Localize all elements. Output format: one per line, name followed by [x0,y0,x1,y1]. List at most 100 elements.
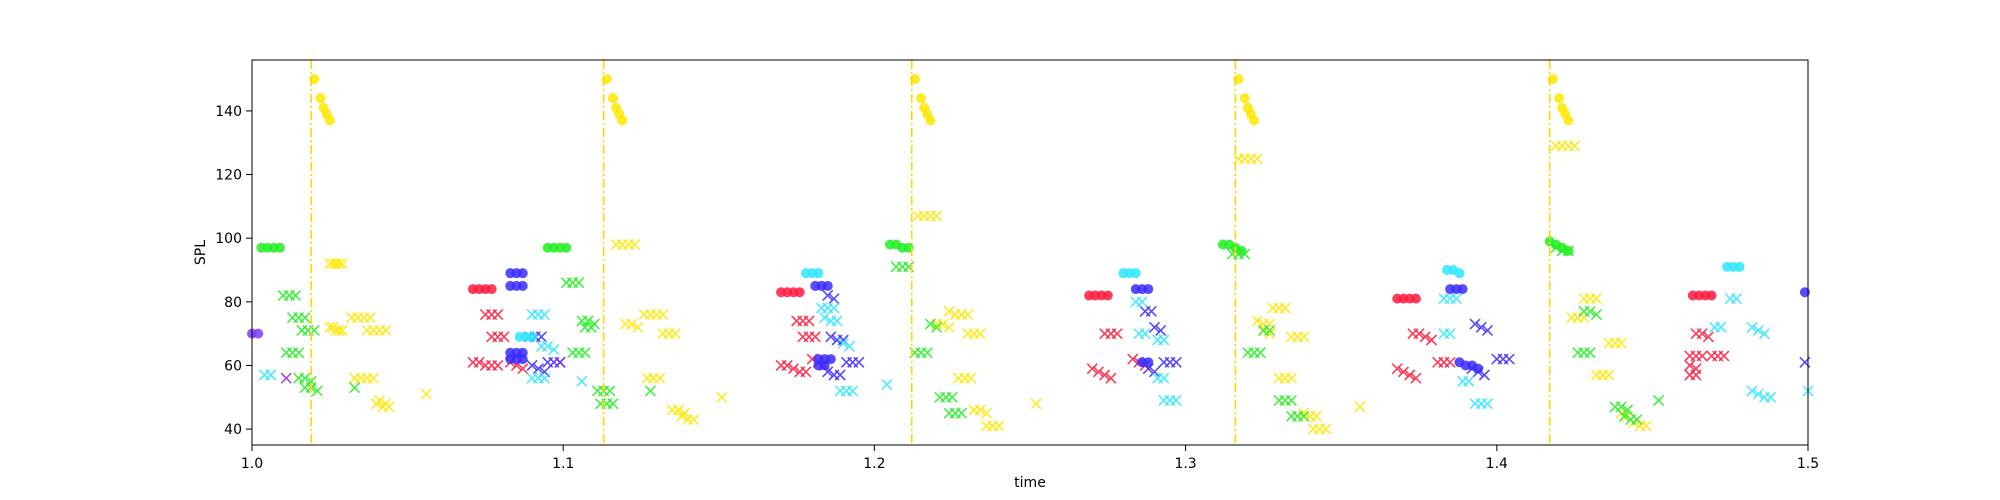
plot-frame [251,59,1809,446]
data-point [819,360,830,371]
data-point [1354,401,1366,413]
data-point [931,321,943,333]
data-point [781,359,793,372]
data-point [364,312,376,324]
data-point [937,318,949,330]
data-point [847,385,859,397]
data-point [1475,321,1487,333]
data-point [1298,407,1310,419]
data-point [604,385,616,397]
data-point [853,356,865,368]
x-tick-label: 1.2 [863,456,885,472]
data-point [1404,369,1416,381]
data-marks [247,74,1814,435]
data-point [538,308,551,321]
data-point [1734,261,1745,272]
data-point [1696,350,1708,362]
data-point [993,420,1005,432]
data-point [420,388,432,400]
data-point [825,354,836,365]
data-point [1264,328,1276,340]
data-point [1158,334,1170,346]
data-point [275,242,286,253]
data-point [517,354,528,365]
data-point [492,359,504,372]
data-point [819,312,831,324]
data-point [532,363,544,375]
data-point [324,321,336,333]
data-point [573,277,585,289]
data-point [333,324,345,337]
data-point [1148,366,1161,378]
data-point [1481,324,1494,337]
data-point [579,347,591,359]
data-point [367,372,379,384]
x-axis: 1.0 1.1 1.2 1.3 1.4 1.5 [241,445,1819,472]
data-point [1444,328,1456,340]
x-axis-label: time [1014,475,1046,491]
data-point [916,93,927,104]
data-point [654,372,666,384]
data-point [675,410,688,422]
data-point [1298,331,1310,343]
data-point [1615,337,1627,349]
data-point [517,363,529,375]
data-point [1730,293,1742,305]
data-point [607,398,619,410]
data-point [1425,334,1438,346]
data-point [1254,347,1266,359]
data-point [1391,363,1403,375]
data-point [629,238,641,251]
data-point [974,328,986,340]
data-point [1419,331,1431,343]
data-point [554,356,566,368]
data-point [1158,372,1170,384]
data-point [324,115,335,126]
data-point [617,115,628,126]
data-point [1503,353,1515,365]
data-point [1590,293,1602,305]
x-tick-label: 1.3 [1174,456,1196,472]
data-point [626,318,638,330]
data-point [582,315,594,327]
data-point [1758,328,1770,340]
data-point [1765,391,1777,403]
data-point [1715,321,1727,333]
data-point [486,284,497,295]
data-point [924,318,936,330]
data-point [1086,363,1098,375]
data-point [517,268,528,279]
data-point [980,407,992,419]
data-point [1105,372,1117,384]
data-point [380,398,392,410]
data-point [1752,388,1764,400]
data-point [822,280,833,291]
data-point [1631,413,1643,426]
data-point [1092,366,1105,378]
data-point [1696,328,1708,340]
data-point [787,363,800,375]
data-point [1684,359,1696,372]
data-point [657,308,669,321]
data-point [548,343,560,356]
data-point [1145,305,1157,317]
data-point [526,359,538,372]
data-point [1239,93,1250,104]
data-point [1746,385,1758,397]
data-point [1615,401,1627,413]
y-tick-label: 120 [215,168,242,184]
data-point [1136,296,1148,308]
data-point [1143,284,1154,295]
data-point [576,375,588,387]
data-point [921,347,933,359]
data-point [925,115,936,126]
data-point [1706,290,1717,301]
data-point [813,268,824,279]
data-point [825,331,837,343]
data-point [1603,369,1615,381]
data-point [1554,93,1565,104]
x-tick-label: 1.5 [1797,456,1819,472]
data-point [1251,153,1263,165]
data-point [632,321,644,333]
data-point [837,337,849,349]
